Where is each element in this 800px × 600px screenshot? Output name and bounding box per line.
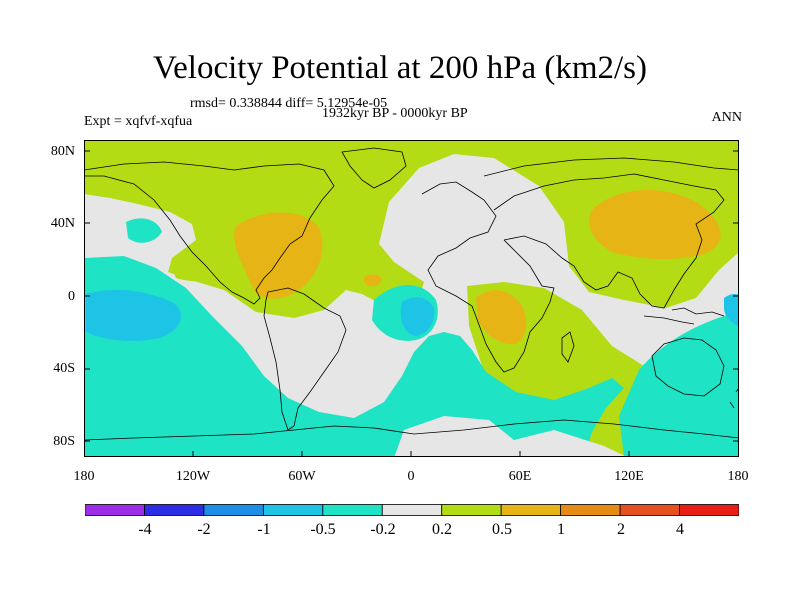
colorbar-label: -2 bbox=[197, 521, 211, 538]
lon-tick-120w: 120W bbox=[175, 469, 211, 484]
colorbar-label: 1 bbox=[557, 521, 565, 538]
stats-line: rmsd= 0.338844 diff= 5.12954e-05 bbox=[190, 96, 388, 111]
experiment-label: Expt = xqfvf-xqfua bbox=[84, 114, 193, 129]
coast-madagascar bbox=[561, 331, 575, 363]
map-ticks bbox=[84, 150, 739, 457]
positive-region-pacific-west bbox=[172, 262, 234, 282]
colorbar-label: 4 bbox=[676, 521, 684, 538]
coast-asia bbox=[483, 157, 739, 309]
blue-blob-atlantic bbox=[400, 297, 435, 336]
coast-antarctica bbox=[84, 419, 739, 441]
negative-region-east bbox=[619, 312, 739, 457]
period-label: 1932kyr BP - 0000kyr BP bbox=[322, 106, 468, 121]
colorbar-swatch bbox=[262, 504, 324, 516]
coast-indonesia bbox=[643, 307, 725, 325]
colorbar bbox=[85, 504, 739, 516]
coast-south-america bbox=[263, 287, 347, 431]
orange-blob-africa bbox=[476, 290, 527, 345]
lat-tick-40s: 40S bbox=[53, 361, 75, 376]
colorbar-label: -0.5 bbox=[310, 521, 336, 538]
colorbar-swatch bbox=[381, 504, 443, 516]
orange-blob-small bbox=[364, 274, 382, 287]
colorbar-label: 2 bbox=[617, 521, 625, 538]
coast-north-america bbox=[84, 161, 335, 305]
lon-tick-180w: 180 bbox=[73, 469, 95, 484]
colorbar-swatch bbox=[500, 504, 562, 516]
neutral-band-south bbox=[394, 416, 627, 457]
coastlines bbox=[84, 147, 739, 441]
negative-region-small-west bbox=[126, 218, 162, 243]
velocity-potential-map bbox=[84, 140, 739, 457]
colorbar-swatch bbox=[679, 504, 739, 516]
orange-blob-atlantic bbox=[234, 212, 323, 299]
coast-greenland bbox=[341, 147, 407, 189]
coast-europe-africa bbox=[421, 181, 555, 373]
colorbar-label: 0.2 bbox=[432, 521, 452, 538]
lon-tick-60e: 60E bbox=[508, 469, 532, 484]
negative-region-pacific bbox=[84, 256, 624, 457]
colorbar-label: -0.2 bbox=[370, 521, 396, 538]
blue-blob-pacific bbox=[86, 289, 182, 341]
colorbar-swatch bbox=[322, 504, 383, 516]
orange-blob-asia bbox=[589, 190, 721, 260]
lon-tick-180e: 180 bbox=[727, 469, 749, 484]
lat-tick-80s: 80S bbox=[53, 434, 75, 449]
colorbar-label: 0.5 bbox=[492, 521, 512, 538]
lon-tick-120e: 120E bbox=[614, 469, 644, 484]
blue-blob-east bbox=[724, 294, 739, 326]
colorbar-swatch bbox=[144, 504, 205, 516]
colorbar-label: -1 bbox=[257, 521, 271, 538]
colorbar-swatch bbox=[560, 504, 621, 516]
lat-tick-0: 0 bbox=[68, 289, 75, 304]
colorbar-swatch bbox=[85, 504, 145, 516]
lon-tick-60w: 60W bbox=[288, 469, 316, 484]
season-label: ANN bbox=[711, 110, 742, 125]
map-title: Velocity Potential at 200 hPa (km2/s) bbox=[152, 50, 648, 86]
lat-tick-40n: 40N bbox=[50, 216, 75, 231]
lon-tick-0: 0 bbox=[407, 469, 415, 484]
lat-tick-80n: 80N bbox=[50, 144, 75, 159]
coast-australia bbox=[651, 337, 725, 397]
colorbar-label: -4 bbox=[138, 521, 152, 538]
colorbar-swatch bbox=[203, 504, 264, 516]
colorbar-swatch bbox=[441, 504, 502, 516]
colorbar-swatch bbox=[619, 504, 680, 516]
